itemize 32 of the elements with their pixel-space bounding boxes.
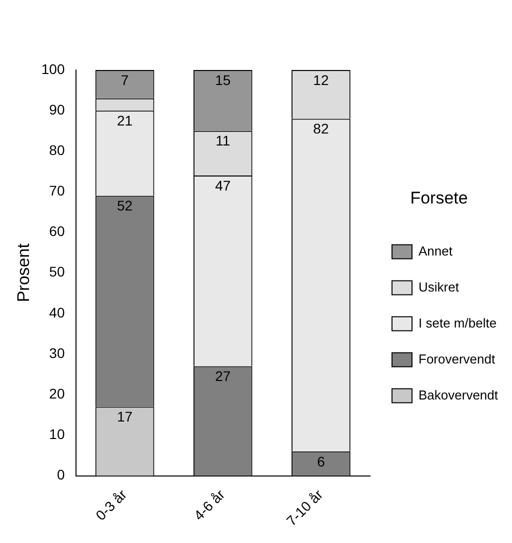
data-label: 47	[215, 177, 231, 194]
y-tick-label: 30	[49, 344, 65, 361]
data-label: 11	[216, 132, 230, 149]
data-label: 7	[120, 72, 129, 88]
y-tick-label: 50	[49, 264, 65, 280]
y-tick-label: 20	[49, 385, 65, 402]
y-axis-title: Prosent	[14, 243, 33, 302]
data-label: 15	[215, 72, 231, 88]
legend-label: Usikret	[418, 279, 460, 294]
x-tick-label: 7-10 år	[283, 486, 326, 529]
data-label: 21	[117, 112, 133, 128]
legend-label: Annet	[418, 243, 453, 258]
x-tick-label: 4-6 år	[190, 486, 228, 524]
x-tick-label: 0-3 år	[92, 486, 130, 524]
data-label: 6	[317, 453, 326, 470]
legend-title: Forsete	[410, 188, 468, 208]
y-tick-label: 90	[49, 101, 65, 118]
y-tick-label: 80	[49, 142, 65, 158]
y-tick-label: 70	[49, 182, 65, 199]
y-tick-label: 100	[41, 60, 65, 77]
data-label: 17	[117, 408, 133, 425]
legend-label: I sete m/belte	[418, 315, 497, 330]
y-tick-label: 40	[49, 304, 65, 320]
y-tick-label: 0	[56, 466, 65, 483]
legend-label: Forovervendt	[418, 351, 496, 366]
legend-label: Bakovervendt	[418, 387, 498, 402]
data-label: 12	[313, 72, 329, 88]
data-label: 27	[215, 368, 231, 384]
y-tick-label: 60	[49, 223, 65, 240]
data-label: 52	[117, 198, 133, 214]
y-tick-label: 10	[49, 426, 65, 442]
data-label: 82	[313, 120, 329, 137]
